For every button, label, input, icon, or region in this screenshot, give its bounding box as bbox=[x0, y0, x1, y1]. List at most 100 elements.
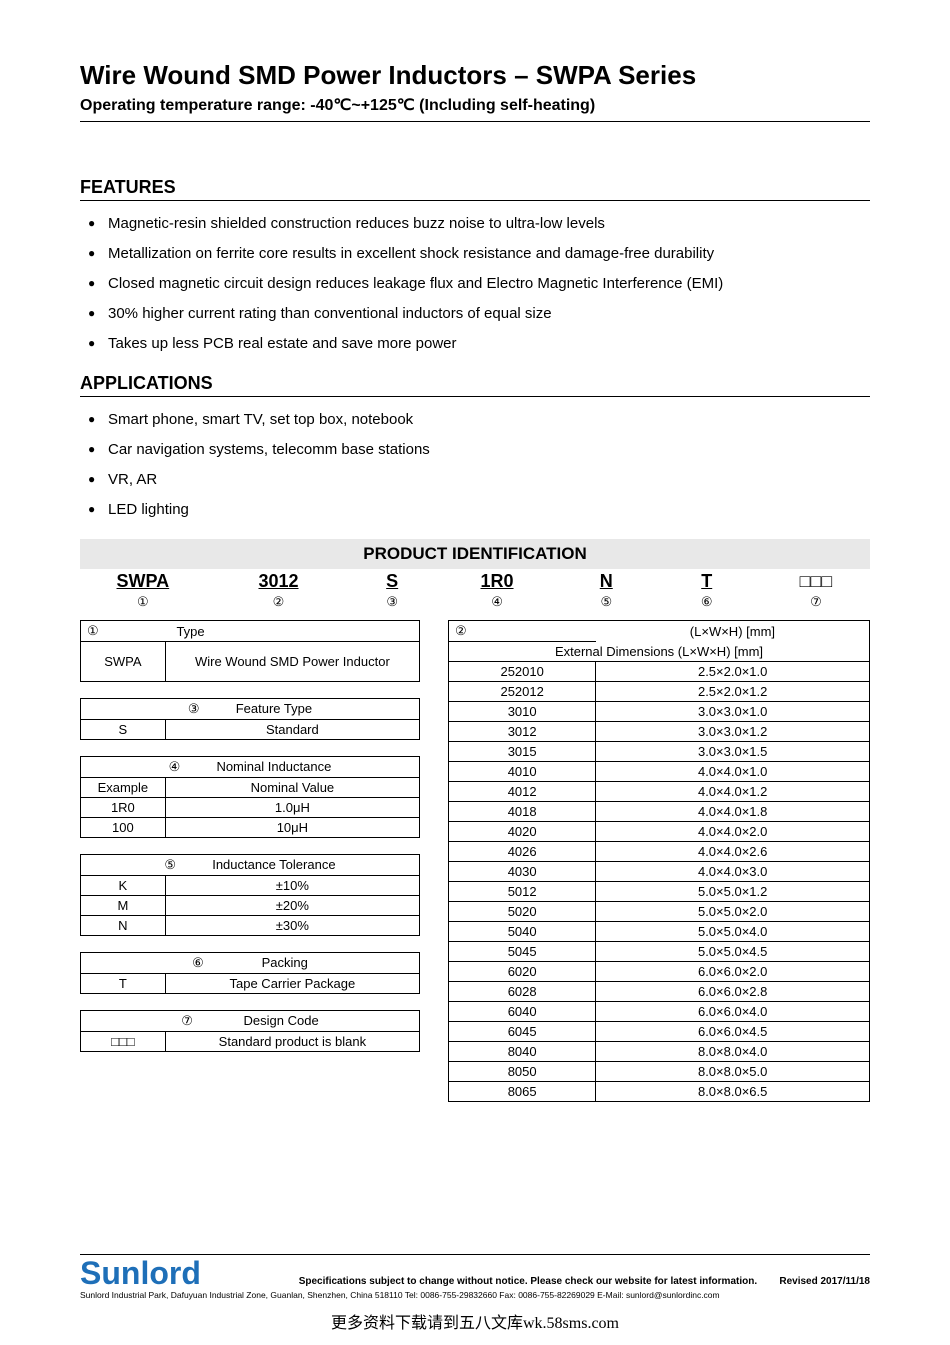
dim-cell: 6028 bbox=[449, 982, 596, 1002]
dim-label1: (L×W×H) [mm] bbox=[596, 621, 870, 642]
dim-cell: 4020 bbox=[449, 822, 596, 842]
part-2-num: ② bbox=[226, 594, 332, 610]
dim-cell: 6045 bbox=[449, 1022, 596, 1042]
tol-cell: M bbox=[81, 896, 166, 916]
dim-cell: 4.0×4.0×2.6 bbox=[596, 842, 870, 862]
dim-cell: 4.0×4.0×3.0 bbox=[596, 862, 870, 882]
applications-heading: APPLICATIONS bbox=[80, 373, 870, 397]
dim-cell: 5012 bbox=[449, 882, 596, 902]
pack-label: Packing bbox=[262, 955, 308, 970]
feature-item: Closed magnetic circuit design reduces l… bbox=[96, 269, 870, 299]
application-item: Car navigation systems, telecomm base st… bbox=[96, 435, 870, 465]
tol-cell: ±20% bbox=[165, 896, 419, 916]
footer-address: Sunlord Industrial Park, Dafuyuan Indust… bbox=[80, 1290, 870, 1300]
dim-cell: 5045 bbox=[449, 942, 596, 962]
table-tolerance: ⑤ Inductance Tolerance K±10% M±20% N±30% bbox=[80, 854, 420, 936]
dim-cell: 5.0×5.0×2.0 bbox=[596, 902, 870, 922]
part-1: SWPA bbox=[90, 571, 196, 592]
part-2: 3012 bbox=[226, 571, 332, 592]
tol-cell: N bbox=[81, 916, 166, 936]
part-6-num: ⑥ bbox=[672, 594, 742, 610]
dim-cell: 6.0×6.0×4.0 bbox=[596, 1002, 870, 1022]
design-cell: □□□ bbox=[81, 1032, 166, 1052]
part-3: S bbox=[361, 571, 423, 592]
dim-cell: 4012 bbox=[449, 782, 596, 802]
design-cell: Standard product is blank bbox=[165, 1032, 419, 1052]
tol-cell: K bbox=[81, 876, 166, 896]
application-item: Smart phone, smart TV, set top box, note… bbox=[96, 405, 870, 435]
dim-cell: 8050 bbox=[449, 1062, 596, 1082]
dim-cell: 4026 bbox=[449, 842, 596, 862]
dim-cell: 4010 bbox=[449, 762, 596, 782]
dim-cell: 6.0×6.0×4.5 bbox=[596, 1022, 870, 1042]
part-7-num: ⑦ bbox=[772, 594, 860, 610]
type-cell: Wire Wound SMD Power Inductor bbox=[165, 642, 419, 682]
dim-cell: 252010 bbox=[449, 662, 596, 682]
dim-cell: 5.0×5.0×1.2 bbox=[596, 882, 870, 902]
dim-cell: 6040 bbox=[449, 1002, 596, 1022]
dim-cell: 8.0×8.0×5.0 bbox=[596, 1062, 870, 1082]
brand-logo: Sunlord bbox=[80, 1255, 201, 1292]
table-feature-type: ③ Feature Type SStandard bbox=[80, 698, 420, 740]
dim-cell: 5.0×5.0×4.0 bbox=[596, 922, 870, 942]
dim-cell: 4.0×4.0×1.8 bbox=[596, 802, 870, 822]
dim-cell: 6020 bbox=[449, 962, 596, 982]
design-num: ⑦ bbox=[181, 1013, 193, 1029]
dim-cell: 4.0×4.0×2.0 bbox=[596, 822, 870, 842]
feat-label: Feature Type bbox=[236, 701, 312, 716]
ind-label: Nominal Inductance bbox=[216, 759, 331, 774]
application-item: VR, AR bbox=[96, 465, 870, 495]
ind-cell: 1R0 bbox=[81, 798, 166, 818]
part-5-num: ⑤ bbox=[571, 594, 641, 610]
dim-cell: 252012 bbox=[449, 682, 596, 702]
application-item: LED lighting bbox=[96, 495, 870, 525]
tol-num: ⑤ bbox=[164, 857, 176, 873]
dim-cell: 2.5×2.0×1.2 bbox=[596, 682, 870, 702]
dim-cell: 8040 bbox=[449, 1042, 596, 1062]
table-dimensions: ②(L×W×H) [mm] External Dimensions (L×W×H… bbox=[448, 620, 870, 1102]
dim-cell: 5.0×5.0×4.5 bbox=[596, 942, 870, 962]
part-3-num: ③ bbox=[361, 594, 423, 610]
table-packing: ⑥ Packing TTape Carrier Package bbox=[80, 952, 420, 994]
part-5: N bbox=[571, 571, 641, 592]
features-list: Magnetic-resin shielded construction red… bbox=[80, 209, 870, 359]
table-type: ① Type SWPAWire Wound SMD Power Inductor bbox=[80, 620, 420, 682]
dim-cell: 3.0×3.0×1.5 bbox=[596, 742, 870, 762]
feat-cell: S bbox=[81, 720, 166, 740]
doc-title: Wire Wound SMD Power Inductors – SWPA Se… bbox=[80, 60, 870, 91]
dim-cell: 3015 bbox=[449, 742, 596, 762]
dim-cell: 3012 bbox=[449, 722, 596, 742]
table-design-code: ⑦ Design Code □□□Standard product is bla… bbox=[80, 1010, 420, 1052]
page-footer: Sunlord Specifications subject to change… bbox=[80, 1254, 870, 1300]
table-nominal-inductance: ④ Nominal Inductance ExampleNominal Valu… bbox=[80, 756, 420, 838]
pack-num: ⑥ bbox=[192, 955, 204, 971]
spec-notice: Specifications subject to change without… bbox=[299, 1276, 757, 1287]
revised-date: Revised 2017/11/18 bbox=[779, 1276, 870, 1287]
dim-cell: 3010 bbox=[449, 702, 596, 722]
tol-label: Inductance Tolerance bbox=[212, 857, 335, 872]
pack-cell: T bbox=[81, 974, 166, 994]
type-num: ① bbox=[87, 623, 99, 639]
feature-item: Metallization on ferrite core results in… bbox=[96, 239, 870, 269]
feat-cell: Standard bbox=[165, 720, 419, 740]
type-cell: SWPA bbox=[81, 642, 166, 682]
part-7: □□□ bbox=[772, 571, 860, 592]
design-label: Design Code bbox=[244, 1013, 319, 1028]
ind-cell: 10μH bbox=[165, 818, 419, 838]
ind-cell: 1.0μH bbox=[165, 798, 419, 818]
part-1-num: ① bbox=[90, 594, 196, 610]
part-6: T bbox=[672, 571, 742, 592]
dim-label2: External Dimensions (L×W×H) [mm] bbox=[449, 642, 870, 662]
dim-cell: 4.0×4.0×1.2 bbox=[596, 782, 870, 802]
part-4-num: ④ bbox=[453, 594, 541, 610]
part-4: 1R0 bbox=[453, 571, 541, 592]
dim-num: ② bbox=[449, 621, 596, 642]
dim-cell: 3.0×3.0×1.2 bbox=[596, 722, 870, 742]
dim-cell: 4.0×4.0×1.0 bbox=[596, 762, 870, 782]
tol-cell: ±30% bbox=[165, 916, 419, 936]
dim-cell: 6.0×6.0×2.0 bbox=[596, 962, 870, 982]
doc-subtitle: Operating temperature range: -40℃~+125℃ … bbox=[80, 95, 870, 122]
dim-cell: 5020 bbox=[449, 902, 596, 922]
feature-item: Magnetic-resin shielded construction red… bbox=[96, 209, 870, 239]
part-number-row: SWPA ① 3012 ② S ③ 1R0 ④ N ⑤ T ⑥ □□□ ⑦ bbox=[80, 571, 870, 610]
